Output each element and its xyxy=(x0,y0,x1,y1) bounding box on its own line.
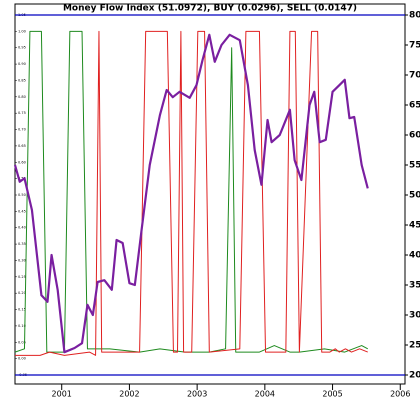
y-tick-label: 0.25 xyxy=(18,275,26,279)
y-tick-label: 1.00 xyxy=(18,29,26,33)
y2-tick-label: 55 xyxy=(409,161,420,171)
x-tick-label: 2001 xyxy=(52,390,72,399)
x-tick-label: 2003 xyxy=(187,390,207,399)
x-tick-label: 2004 xyxy=(255,390,275,399)
y2-tick-label: 20 xyxy=(409,371,420,381)
y-tick-label: 0.15 xyxy=(18,308,26,312)
y-tick-label: 0.20 xyxy=(18,291,26,295)
y-tick-label: 0.30 xyxy=(18,258,26,262)
y2-tick-label: 45 xyxy=(409,221,420,231)
x-tick-label: 2005 xyxy=(322,390,342,399)
y-tick-label: 0.45 xyxy=(18,209,26,213)
y2-tick-label: 70 xyxy=(409,71,420,81)
y-tick-label: 0.40 xyxy=(18,226,26,230)
y2-tick-label: 80 xyxy=(409,11,420,21)
y-tick-label: 0.85 xyxy=(18,78,26,82)
y-tick-label: 0.65 xyxy=(18,144,26,148)
y-tick-label: 0.35 xyxy=(18,242,26,246)
y-tick-label: 0.90 xyxy=(18,62,26,66)
y2-tick-label: 50 xyxy=(409,191,420,201)
plot-frame xyxy=(14,3,406,385)
series-layer xyxy=(13,14,405,376)
chart-title: Money Flow Index (51.0972), BUY (0.0296)… xyxy=(63,4,357,14)
y2-tick-label: 40 xyxy=(409,251,420,261)
y-tick-label: 0.60 xyxy=(18,160,26,164)
series-line xyxy=(13,33,369,354)
y-tick-label: 0.55 xyxy=(18,177,26,181)
y-tick-label: 0.05 xyxy=(18,340,26,344)
y2-tick-label: 60 xyxy=(409,131,420,141)
y2-tick-label: 65 xyxy=(409,101,420,111)
y2-tick-label: 75 xyxy=(409,41,420,51)
y2-tick-label: 30 xyxy=(409,311,420,321)
y-tick-label: 0.95 xyxy=(18,46,26,50)
y2-tick-label: 25 xyxy=(409,341,420,351)
y-tick-label: 0.75 xyxy=(18,111,26,115)
x-tick-label: 2006 xyxy=(390,390,410,399)
y2-tick-label: 35 xyxy=(409,281,420,291)
y-tick-label: 0.10 xyxy=(18,324,26,328)
y-tick-label: 0.70 xyxy=(18,128,26,132)
y-tick-label: 0.80 xyxy=(18,95,26,99)
ticks: 1.051.000.950.900.850.800.750.700.650.60… xyxy=(15,11,420,399)
series-line xyxy=(15,30,368,356)
y-tick-label: 0.50 xyxy=(18,193,26,197)
x-tick-label: 2002 xyxy=(119,390,139,399)
y-tick-label: 0.00 xyxy=(18,357,26,361)
